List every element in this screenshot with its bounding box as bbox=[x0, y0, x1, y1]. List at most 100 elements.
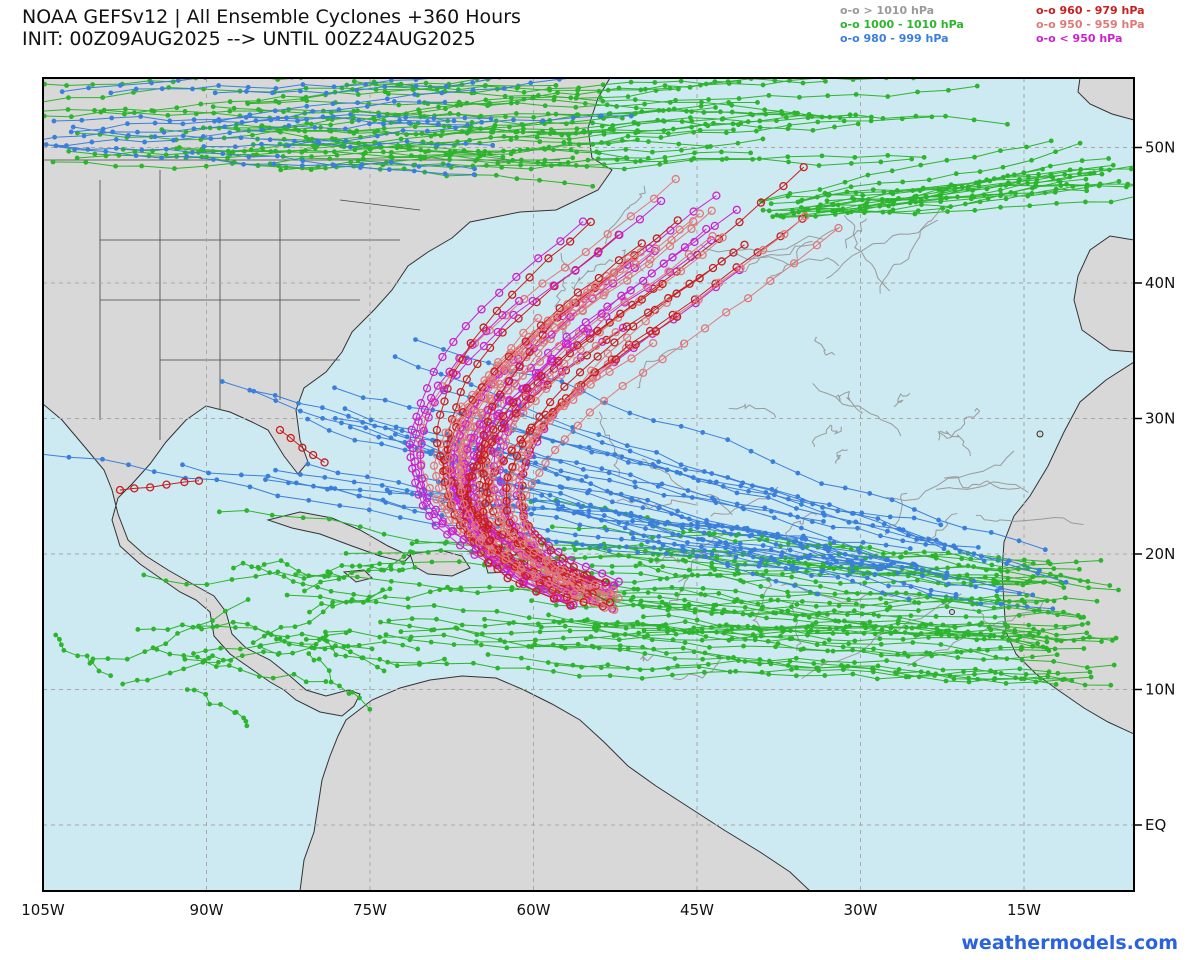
track-980-999 bbox=[180, 462, 891, 569]
track-weak bbox=[700, 244, 840, 267]
track-1000-1010 bbox=[798, 140, 1083, 204]
track-strong bbox=[479, 312, 682, 611]
lat-label: 10N bbox=[1145, 681, 1175, 699]
title-line-2: INIT: 00Z09AUG2025 --> UNTIL 00Z24AUG202… bbox=[22, 28, 476, 50]
track-1000-1010 bbox=[182, 656, 329, 685]
lon-label: 60W bbox=[517, 901, 551, 919]
legend-entry-lt950: o-o < 950 hPa bbox=[1036, 32, 1123, 45]
track-980-999 bbox=[53, 143, 477, 177]
track-weak bbox=[879, 205, 942, 294]
track-1000-1010 bbox=[90, 597, 251, 662]
track-1000-1010 bbox=[120, 649, 282, 687]
track-980-999 bbox=[273, 467, 881, 572]
track-1000-1010 bbox=[74, 126, 614, 143]
lon-label: 75W bbox=[353, 901, 387, 919]
land-cape-verde bbox=[949, 609, 955, 615]
track-weak bbox=[835, 449, 848, 464]
land-north-america bbox=[43, 78, 613, 717]
legend-left: o-o > 1010 hPa o-o 1000 - 1010 hPa o-o 9… bbox=[840, 4, 964, 46]
track-weak bbox=[738, 235, 824, 253]
brand-watermark: weathermodels.com bbox=[961, 932, 1178, 954]
track-1000-1010 bbox=[302, 549, 431, 594]
track-1000-1010 bbox=[565, 586, 1104, 644]
track-1000-1010 bbox=[323, 628, 1117, 670]
track-weak bbox=[893, 392, 911, 408]
track-strong bbox=[115, 476, 204, 495]
title-line-1: NOAA GEFSv12 | All Ensemble Cyclones +36… bbox=[22, 6, 521, 28]
track-1000-1010 bbox=[554, 662, 1059, 687]
track-weak bbox=[937, 407, 981, 441]
track-1000-1010 bbox=[803, 156, 1112, 218]
track-1000-1010 bbox=[307, 584, 464, 615]
lat-label: 50N bbox=[1145, 139, 1175, 157]
legend-entry-980-999: o-o 980 - 999 hPa bbox=[840, 32, 949, 45]
longitude-labels: 105W 90W 75W 60W 45W 30W 15W bbox=[21, 901, 1041, 919]
lon-label: 30W bbox=[844, 901, 878, 919]
track-weak bbox=[939, 430, 971, 457]
track-1000-1010 bbox=[482, 616, 1087, 652]
latitude-labels: 50N 40N 30N 20N 10N EQ bbox=[1134, 139, 1175, 834]
track-strong bbox=[515, 298, 671, 615]
track-980-999 bbox=[251, 388, 821, 597]
track-1000-1010 bbox=[255, 564, 393, 600]
track-weak bbox=[944, 476, 1020, 490]
land-canary-islands bbox=[1036, 430, 1044, 438]
track-strong bbox=[488, 328, 620, 595]
land-south-america bbox=[299, 675, 811, 891]
track-1000-1010 bbox=[267, 114, 935, 167]
lat-label: EQ bbox=[1145, 816, 1166, 834]
track-980-999 bbox=[43, 117, 457, 148]
track-980-999 bbox=[630, 535, 1056, 612]
lat-label: 40N bbox=[1145, 274, 1175, 292]
track-weak bbox=[571, 259, 614, 291]
track-1000-1010 bbox=[231, 558, 327, 579]
track-980-999 bbox=[68, 112, 494, 135]
track-weak bbox=[844, 218, 867, 249]
track-1000-1010 bbox=[196, 623, 375, 652]
plot-frame bbox=[42, 77, 1135, 892]
track-1000-1010 bbox=[182, 137, 640, 156]
track-weak bbox=[637, 341, 683, 389]
lon-label: 45W bbox=[680, 901, 714, 919]
legend-entry-950-959: o-o 950 - 959 hPa bbox=[1036, 18, 1145, 31]
track-weak bbox=[843, 215, 891, 292]
track-980-999 bbox=[201, 113, 634, 150]
track-strong bbox=[444, 282, 600, 598]
track-weak bbox=[886, 450, 1015, 502]
track-1000-1010 bbox=[184, 687, 250, 729]
track-weak bbox=[826, 219, 938, 279]
track-weak bbox=[598, 411, 622, 476]
track-1000-1010 bbox=[768, 170, 1097, 207]
track-1000-1010 bbox=[245, 98, 760, 113]
legend-entry-1000-1010: o-o 1000 - 1010 hPa bbox=[840, 18, 964, 31]
land-cuba bbox=[266, 511, 411, 563]
lon-label: 15W bbox=[1007, 901, 1041, 919]
track-1000-1010 bbox=[777, 171, 1093, 219]
track-strong bbox=[275, 425, 329, 467]
track-1000-1010 bbox=[278, 153, 927, 173]
track-weak bbox=[811, 424, 842, 448]
track-weak bbox=[812, 382, 902, 437]
track-980-999 bbox=[70, 124, 496, 150]
track-weak bbox=[728, 403, 777, 419]
track-1000-1010 bbox=[150, 645, 234, 663]
track-strong bbox=[405, 217, 588, 602]
track-980-999 bbox=[108, 78, 446, 96]
lon-label: 90W bbox=[190, 901, 224, 919]
land-greenland-edge bbox=[1077, 78, 1134, 121]
track-weak bbox=[604, 185, 646, 245]
track-weak bbox=[935, 481, 1029, 493]
ensemble-tracks bbox=[43, 78, 1134, 729]
track-weak bbox=[739, 226, 841, 274]
track-980-999 bbox=[43, 142, 477, 172]
legend-entry-960-979: o-o 960 - 979 hPa bbox=[1036, 4, 1145, 17]
track-1000-1010 bbox=[306, 651, 373, 712]
lat-label: 30N bbox=[1145, 410, 1175, 428]
track-weak bbox=[640, 654, 655, 662]
track-980-999 bbox=[212, 78, 502, 96]
track-weak bbox=[835, 390, 863, 415]
track-1000-1010 bbox=[43, 78, 499, 120]
track-1000-1010 bbox=[274, 636, 447, 669]
track-1000-1010 bbox=[529, 598, 1083, 620]
